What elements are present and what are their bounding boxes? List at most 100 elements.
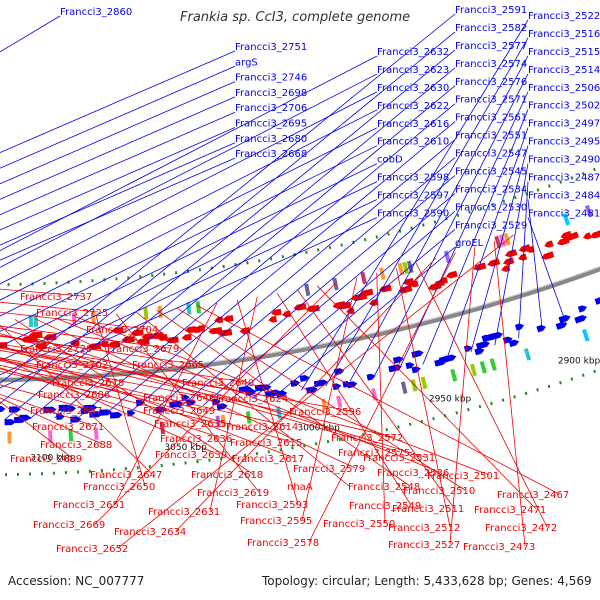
label-leader — [325, 37, 529, 387]
label-leader — [75, 316, 490, 476]
gene-label: Francci3_2512 — [388, 523, 460, 534]
gene-label: Francci3_2473 — [463, 542, 535, 553]
label-leader — [0, 384, 93, 411]
gene-arrow — [271, 308, 282, 316]
label-leader — [0, 344, 295, 459]
gene-label: Francci3_2668 — [235, 149, 307, 160]
cog-block — [304, 283, 311, 297]
gene-label: Francci3_2686 — [38, 390, 110, 401]
label-leader — [196, 305, 560, 495]
gene-label: Francci3_2614 — [226, 422, 298, 433]
label-leader — [449, 246, 476, 545]
cog-block — [523, 347, 532, 361]
label-leader — [114, 302, 218, 505]
gene-arrow — [541, 251, 555, 260]
label-leader — [209, 296, 258, 512]
gene-label: Francci3_2751 — [235, 42, 307, 53]
gene-label: Francci3_2481 — [528, 208, 600, 219]
genome-summary: Topology: circular; Length: 5,433,628 bp… — [262, 574, 592, 588]
label-leader — [0, 91, 378, 285]
label-leader — [0, 368, 217, 424]
cog-block — [68, 429, 74, 442]
gene-arrow — [474, 347, 485, 356]
gene-label: Francci3_2651 — [53, 500, 125, 511]
cog-block — [90, 311, 96, 324]
label-leader — [415, 263, 548, 528]
gene-label: Francci3_2487 — [528, 172, 600, 183]
gene-arrow — [594, 296, 600, 305]
gene-label: Francci3_2649 — [143, 406, 215, 417]
gene-arrow — [0, 405, 6, 413]
label-leader — [4, 49, 456, 420]
cog-block — [503, 232, 511, 246]
label-leader — [316, 285, 537, 510]
gene-arrow — [475, 341, 490, 350]
gene-label: Francci3_2630 — [377, 83, 449, 94]
label-leader — [398, 91, 529, 371]
cog-block — [220, 414, 227, 428]
gene-label: Francci3_2591 — [455, 5, 527, 16]
label-leader — [94, 281, 338, 525]
label-leader — [175, 257, 437, 532]
label-leader — [0, 145, 378, 332]
label-leader — [0, 111, 236, 216]
gene-label: Francci3_2610 — [377, 137, 449, 148]
gene-arrow — [544, 240, 554, 248]
cog-block — [494, 235, 502, 249]
cog-block — [371, 388, 378, 401]
gene-label: Francci3_2725 — [36, 308, 108, 319]
gene-label: Francci3_2571 — [455, 95, 527, 106]
label-leader — [0, 370, 101, 395]
cog-block — [195, 301, 202, 314]
label-leader — [0, 350, 279, 399]
gene-label: Francci3_2530 — [455, 202, 527, 213]
gene-label: argS — [235, 57, 258, 68]
label-leader — [296, 289, 455, 509]
label-leader — [0, 127, 236, 231]
gene-arrow — [181, 394, 190, 401]
cog-block — [321, 398, 328, 411]
gene-arrow — [489, 331, 503, 341]
gene-label: Francci3_2495 — [528, 137, 600, 148]
label-leader — [78, 103, 456, 418]
cog-block — [28, 314, 34, 328]
label-leader — [0, 393, 95, 427]
label-leader — [300, 19, 529, 391]
cog-block — [332, 277, 339, 291]
gene-label: Francci3_2467 — [497, 490, 569, 501]
label-leader — [0, 288, 83, 297]
backbone-highlight — [0, 266, 600, 379]
label-leader — [55, 317, 440, 473]
label-leader — [103, 121, 456, 416]
label-leader — [0, 31, 456, 405]
gene-label: Francci3_2702 — [36, 360, 108, 371]
accession-label: Accession: NC_007777 — [8, 574, 145, 588]
gene-label: Francci3_2577 — [455, 41, 527, 52]
gene-label: Francci3_2616 — [377, 119, 449, 130]
cog-block — [469, 363, 478, 377]
cog-block — [336, 395, 343, 409]
gene-label: nhaA — [287, 482, 313, 493]
label-leader — [153, 157, 456, 412]
gene-arrow — [574, 315, 587, 324]
label-leader — [0, 357, 218, 455]
outer-tick-ring — [0, 367, 600, 477]
cog-block — [479, 360, 487, 374]
label-leader — [0, 81, 236, 185]
gene-arrow — [564, 231, 579, 241]
cog-block — [109, 310, 115, 323]
gene-arrow — [577, 305, 588, 313]
gene-label: Francci3_2550 — [323, 519, 395, 530]
gene-label: Francci3_2597 — [377, 191, 449, 202]
gene-label: Francci3_2704 — [86, 325, 158, 336]
gene-label: Francci3_2639 — [155, 450, 227, 461]
gene-label: Francci3_2635 — [154, 419, 226, 430]
gene-arrow — [109, 411, 123, 419]
label-leader — [0, 357, 206, 398]
gene-label: Francci3_2497 — [528, 119, 600, 130]
gene-arrow — [359, 288, 374, 297]
gene-arrow — [411, 366, 421, 374]
gene-arrow — [333, 368, 345, 376]
gene-label: Francci3_2511 — [392, 504, 464, 515]
label-leader — [115, 313, 260, 493]
